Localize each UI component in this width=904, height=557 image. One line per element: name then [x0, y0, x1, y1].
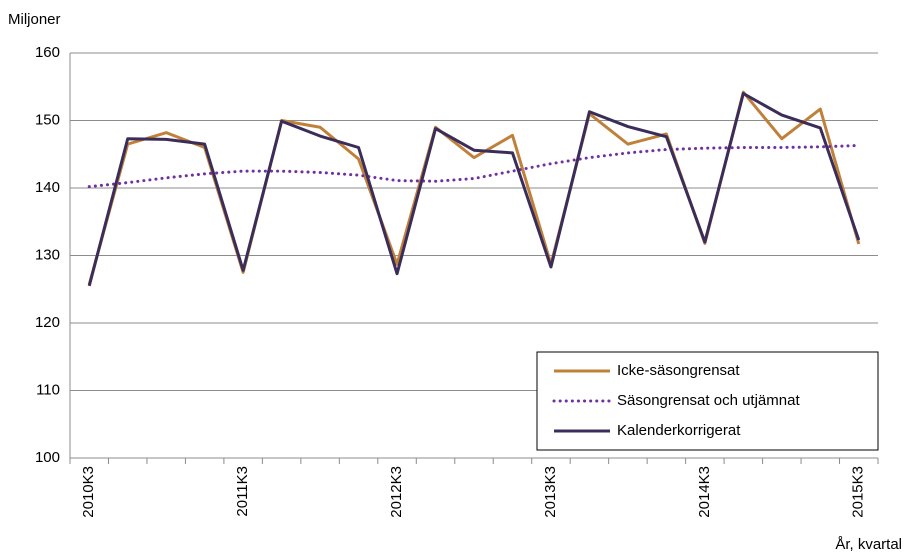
- y-tick-label: 140: [35, 179, 60, 196]
- series-line: [87, 92, 861, 287]
- x-tick-label: 2013K3: [542, 466, 559, 518]
- series-line: [87, 143, 861, 189]
- y-axis-label: Miljoner: [8, 11, 61, 28]
- legend-label: Kalenderkorrigerat: [617, 422, 741, 439]
- legend-box: [536, 351, 879, 451]
- legend-label: Icke-säsongrensat: [617, 362, 740, 379]
- x-tick-label: 2011K3: [234, 466, 251, 517]
- x-tick-label: 2012K3: [388, 466, 405, 518]
- y-tick-label: 150: [35, 111, 60, 128]
- x-tick-label: 2014K3: [696, 466, 713, 518]
- x-tick-label: 2015K3: [850, 466, 867, 518]
- y-tick-label: 100: [35, 449, 60, 466]
- legend-label: Säsongrensat och utjämnat: [617, 392, 800, 409]
- x-tick-label: 2010K3: [80, 466, 97, 518]
- y-tick-label: 160: [35, 44, 60, 61]
- y-tick-label: 130: [35, 246, 60, 263]
- x-axis-label: År, kvartal: [835, 536, 902, 553]
- y-tick-label: 120: [35, 314, 60, 331]
- y-tick-label: 110: [36, 381, 60, 398]
